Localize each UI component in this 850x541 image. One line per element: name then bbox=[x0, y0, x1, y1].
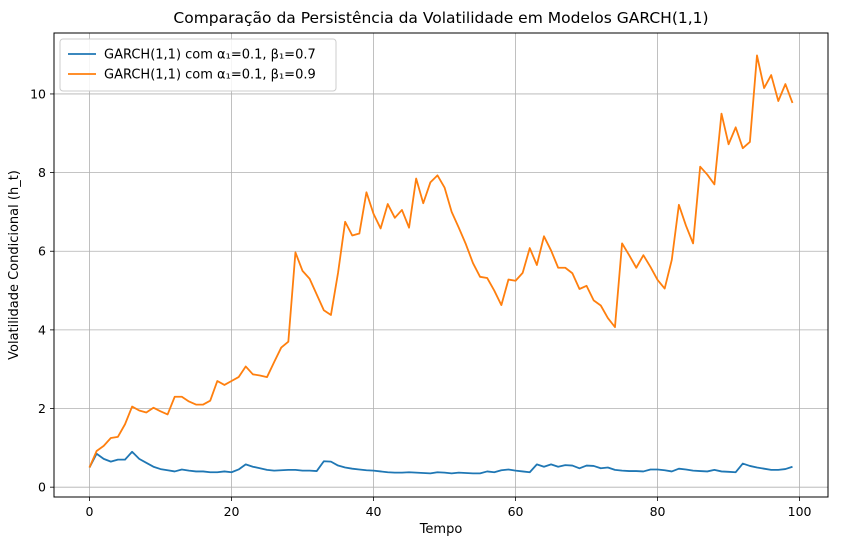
legend-label-1: GARCH(1,1) com α₁=0.1, β₁=0.7 bbox=[104, 48, 316, 63]
x-tick-label: 60 bbox=[508, 504, 524, 519]
x-tick-label: 20 bbox=[224, 504, 240, 519]
y-tick-label: 4 bbox=[38, 322, 46, 337]
axis-ticks: 0 20 40 60 80 100 0 2 4 6 8 10 bbox=[30, 86, 811, 519]
y-tick-label: 10 bbox=[30, 86, 46, 101]
x-tick-label: 40 bbox=[366, 504, 382, 519]
series-line-1 bbox=[88, 450, 793, 475]
x-tick-label: 0 bbox=[86, 504, 94, 519]
y-tick-label: 8 bbox=[38, 165, 46, 180]
chart-title: Comparação da Persistência da Volatilida… bbox=[173, 9, 708, 27]
legend: GARCH(1,1) com α₁=0.1, β₁=0.7 GARCH(1,1) … bbox=[59, 38, 337, 92]
y-tick-label: 2 bbox=[38, 401, 46, 416]
x-tick-label: 80 bbox=[650, 504, 666, 519]
plot-area bbox=[53, 32, 829, 498]
series-lines bbox=[88, 54, 794, 475]
x-axis-label: Tempo bbox=[419, 522, 463, 537]
legend-box bbox=[59, 38, 337, 92]
x-tick-label: 100 bbox=[788, 504, 812, 519]
series-line-2 bbox=[88, 54, 794, 468]
y-tick-label: 0 bbox=[38, 480, 46, 495]
y-tick-label: 6 bbox=[38, 244, 46, 259]
legend-label-2: GARCH(1,1) com α₁=0.1, β₁=0.9 bbox=[104, 68, 316, 83]
y-axis-label: Volatilidade Condicional (h_t) bbox=[7, 170, 22, 360]
